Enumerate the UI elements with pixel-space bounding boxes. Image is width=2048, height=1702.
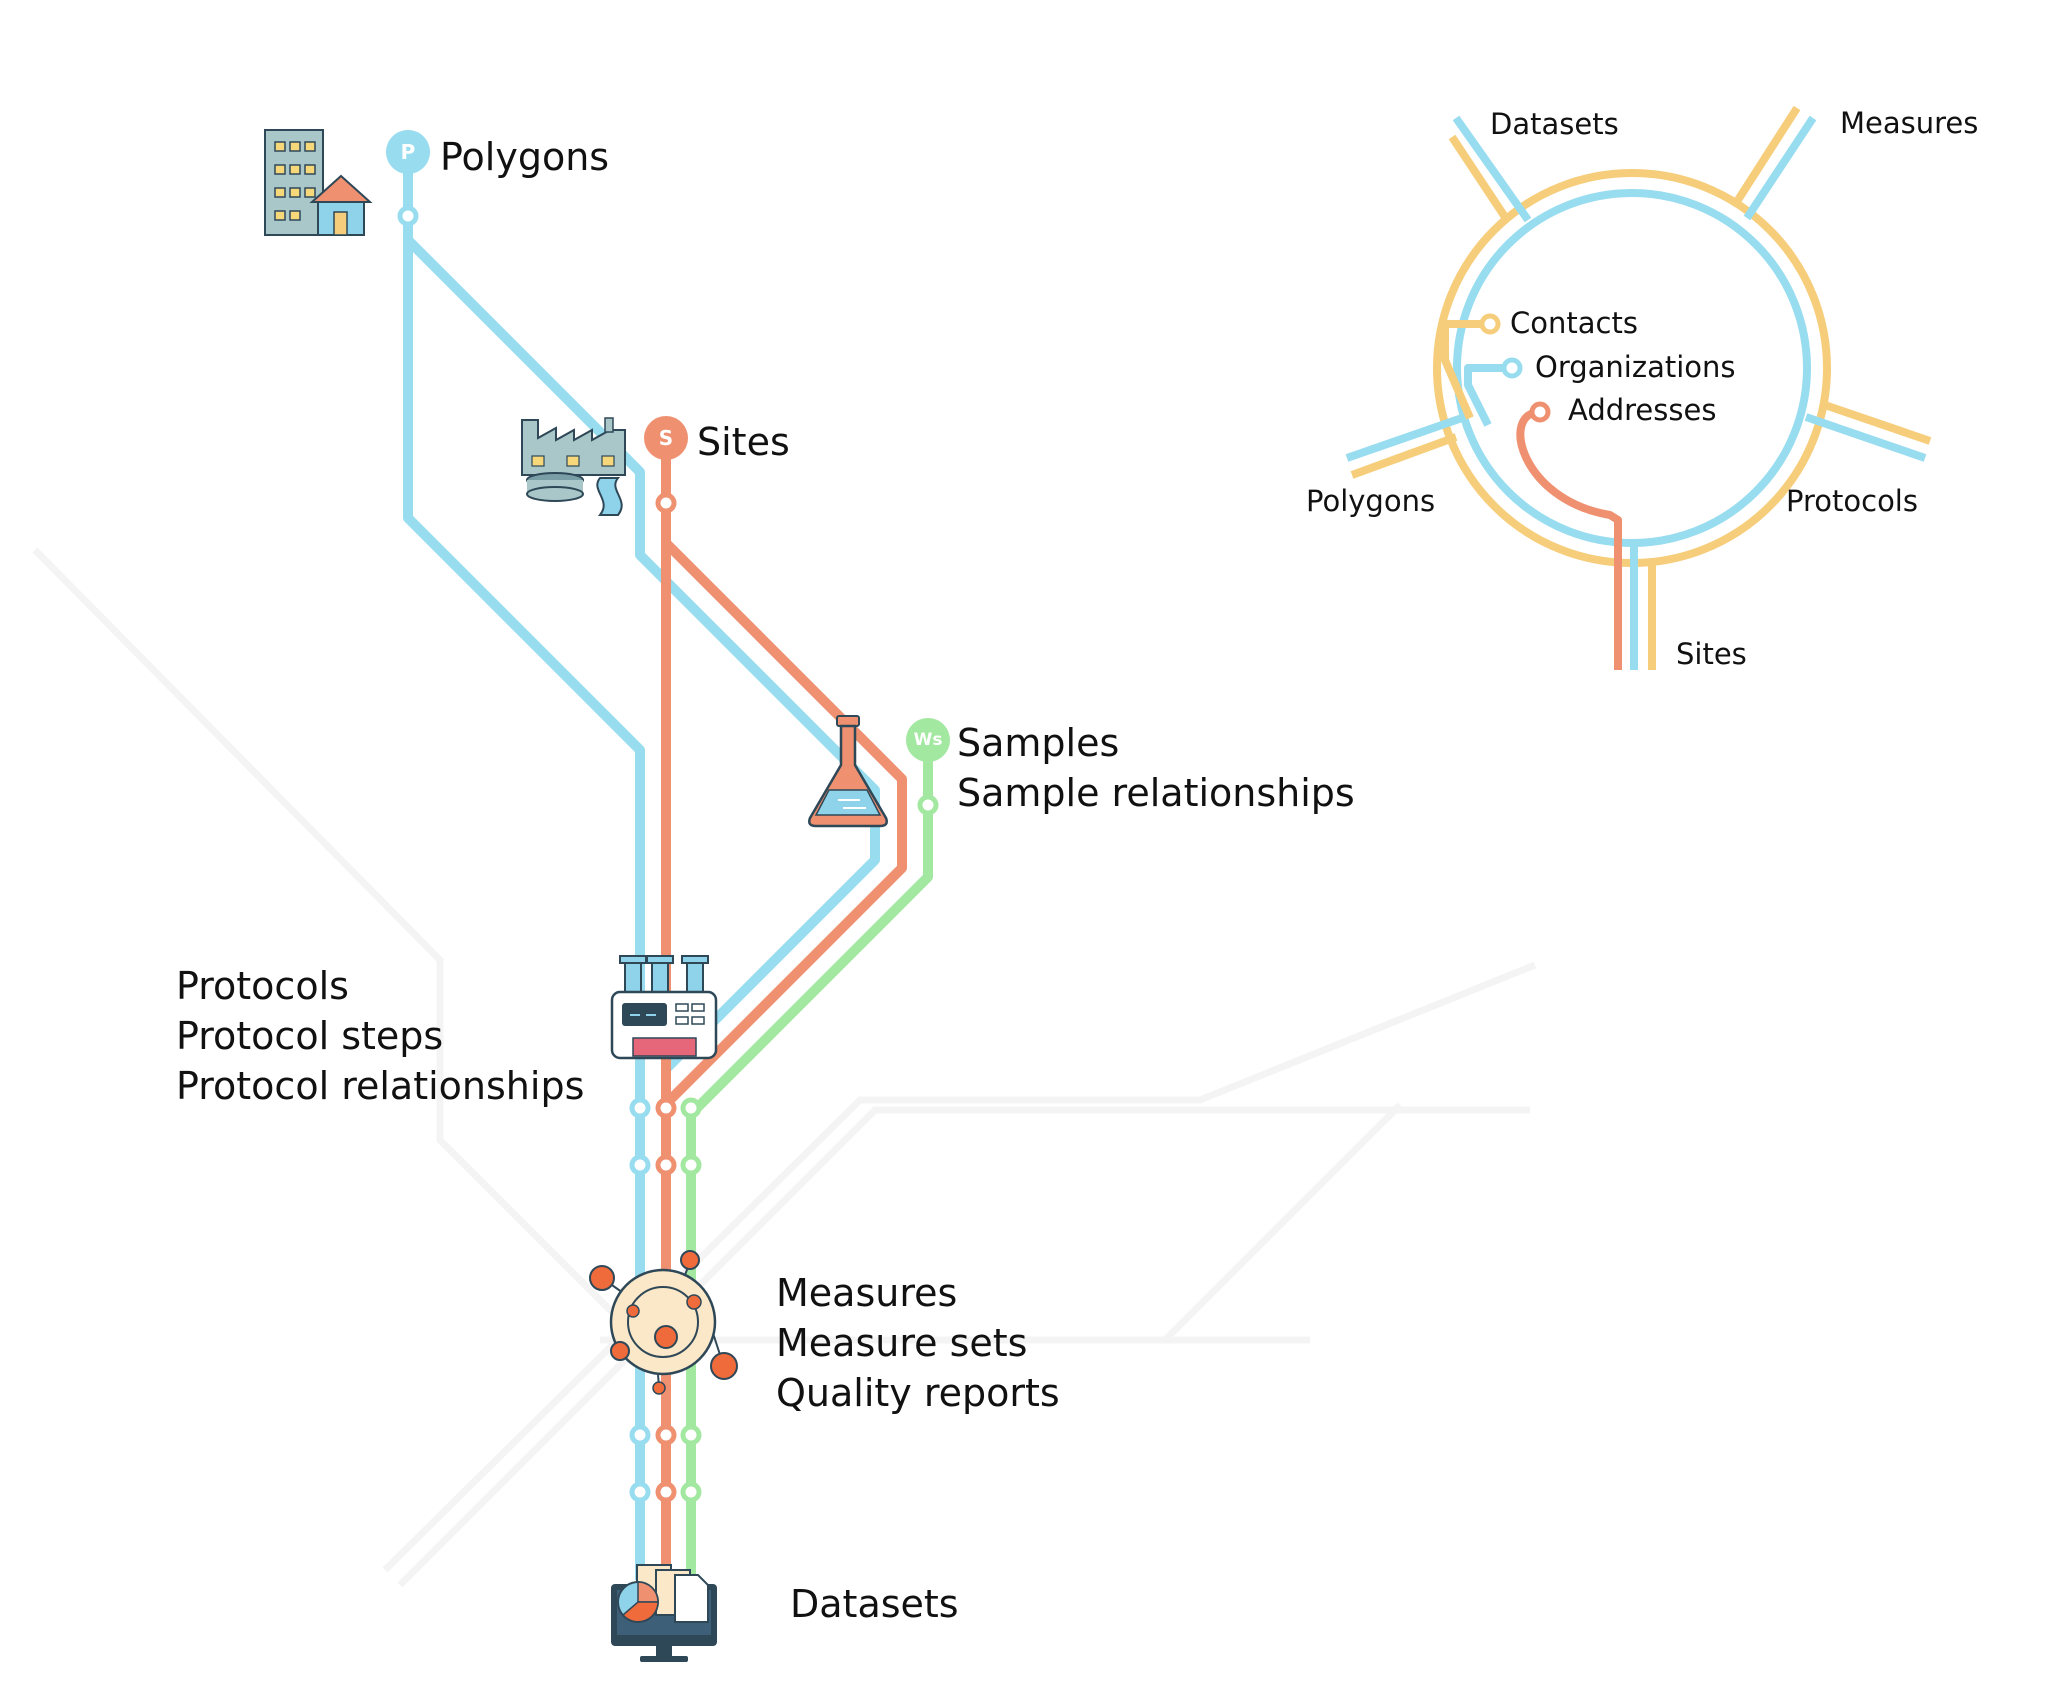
hub-label-sites: Sites — [1676, 637, 1747, 671]
monitor-documents-icon — [611, 1564, 717, 1662]
station-label-samples: Samples — [957, 721, 1119, 765]
badge-samples: Ws — [906, 718, 950, 762]
badge-polygons: P — [386, 130, 430, 174]
machine-icon — [610, 955, 718, 1060]
station-label-measures: Measures — [776, 1271, 957, 1315]
buildings-icon — [264, 129, 373, 236]
factory-river-icon — [521, 417, 626, 516]
molecule-icon — [589, 1250, 738, 1395]
station-label-protocol-relationships: Protocol relationships — [176, 1064, 584, 1108]
station-label-polygons: Polygons — [440, 135, 609, 179]
badge-sites: S — [644, 416, 688, 460]
hub-label-addresses: Addresses — [1568, 393, 1716, 427]
hub-label-datasets: Datasets — [1490, 107, 1619, 141]
station-label-quality-reports: Quality reports — [776, 1371, 1060, 1415]
svg-text:Ws: Ws — [914, 730, 943, 750]
flask-icon — [808, 715, 888, 828]
station-label-sites: Sites — [697, 420, 790, 464]
line-samples — [686, 740, 933, 1580]
hub-label-contacts: Contacts — [1510, 306, 1638, 340]
station-label-measure-sets: Measure sets — [776, 1321, 1027, 1365]
hub-label-protocols: Protocols — [1786, 484, 1918, 518]
station-label-datasets: Datasets — [790, 1582, 959, 1626]
svg-text:P: P — [401, 140, 416, 164]
station-label-protocols: Protocols — [176, 964, 349, 1008]
station-label-sample-relationships: Sample relationships — [957, 771, 1355, 815]
hub-label-organizations: Organizations — [1535, 350, 1736, 384]
hub-label-measures: Measures — [1840, 106, 1978, 140]
svg-text:S: S — [659, 426, 673, 450]
hub-label-polygons: Polygons — [1306, 484, 1435, 518]
station-label-protocol-steps: Protocol steps — [176, 1014, 443, 1058]
hub-diagram — [1345, 105, 1932, 670]
stations — [397, 205, 939, 1503]
